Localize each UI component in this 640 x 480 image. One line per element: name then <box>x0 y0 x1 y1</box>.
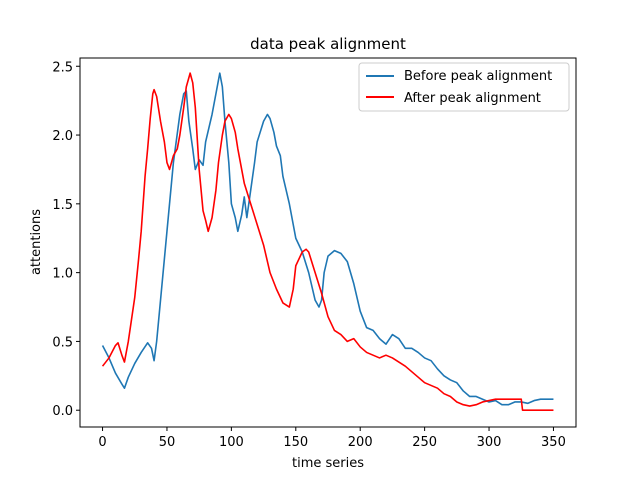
series-layer <box>101 72 554 412</box>
y-tick-label: 0.0 <box>52 404 73 419</box>
x-tick-label: 350 <box>541 435 566 450</box>
y-tick-label: 2.0 <box>52 129 73 144</box>
legend-label-before: Before peak alignment <box>404 69 552 84</box>
y-tick-label: 1.0 <box>52 267 73 282</box>
legend-box <box>358 62 570 112</box>
y-tick-label: 0.5 <box>52 335 73 350</box>
x-tick-label: 50 <box>159 435 176 450</box>
x-tick-label: 200 <box>348 435 373 450</box>
chart-title: data peak alignment <box>250 35 406 53</box>
axes-frame <box>79 57 577 428</box>
y-axis: 0.0 0.5 1.0 1.5 2.0 2.5 <box>52 60 80 419</box>
x-axis-label: time series <box>292 456 364 471</box>
x-tick-label: 250 <box>412 435 437 450</box>
series-line-before-peak-alignment <box>101 72 554 406</box>
x-axis: 0 50 100 150 200 250 300 350 <box>98 427 566 450</box>
legend: Before peak alignment After peak alignme… <box>358 62 570 112</box>
x-tick-label: 300 <box>477 435 502 450</box>
x-tick-label: 0 <box>98 435 106 450</box>
legend-label-after: After peak alignment <box>404 91 541 106</box>
y-axis-label: attentions <box>29 209 44 275</box>
y-tick-label: 1.5 <box>52 198 73 213</box>
x-tick-label: 100 <box>219 435 244 450</box>
series-line-after-peak-alignment <box>101 72 554 412</box>
x-tick-label: 150 <box>283 435 308 450</box>
y-tick-label: 2.5 <box>52 60 73 75</box>
